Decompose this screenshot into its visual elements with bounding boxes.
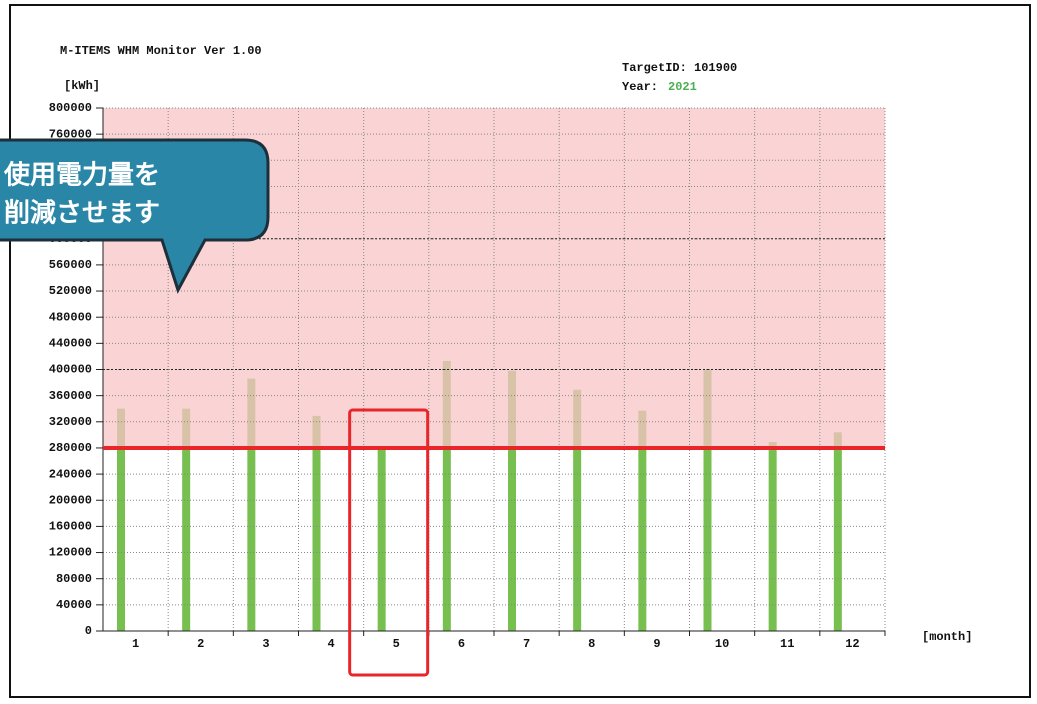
y-tick-label: 440000	[49, 337, 92, 351]
y-tick-label: 0	[85, 624, 92, 638]
year: 2021	[668, 80, 697, 94]
callout-text: 削減させます	[4, 199, 160, 229]
x-tick-label: 11	[780, 637, 794, 651]
x-tick-label: 8	[588, 637, 595, 651]
y-axis-label: [kWh]	[64, 79, 100, 93]
bar	[703, 370, 712, 631]
target-id: TargetID: 101900	[622, 61, 737, 75]
bar	[182, 408, 191, 631]
x-tick-label: 12	[845, 637, 859, 651]
bar	[442, 361, 451, 631]
x-tick-label: 6	[458, 637, 465, 651]
x-tick-label: 5	[393, 637, 400, 651]
bar	[573, 389, 582, 631]
y-tick-label: 40000	[56, 598, 92, 612]
bar	[768, 442, 777, 631]
y-tick-label: 760000	[49, 127, 92, 141]
y-tick-label: 320000	[49, 415, 92, 429]
chart-title: M-ITEMS WHM Monitor Ver 1.00	[60, 44, 262, 58]
x-tick-label: 3	[262, 637, 269, 651]
y-tick-label: 120000	[49, 546, 92, 560]
y-tick-label: 240000	[49, 467, 92, 481]
y-tick-label: 160000	[49, 520, 92, 534]
x-tick-label: 7	[523, 637, 530, 651]
year-label: Year:	[622, 80, 658, 94]
bar	[377, 449, 386, 631]
highlight-box	[348, 408, 430, 677]
y-tick-label: 480000	[49, 310, 92, 324]
bar	[508, 370, 516, 631]
bar	[117, 408, 125, 631]
callout-bubble	[0, 138, 270, 294]
y-tick-label: 800000	[49, 101, 92, 115]
x-tick-label: 1	[132, 637, 139, 651]
y-tick-label: 280000	[49, 441, 92, 455]
y-tick-label: 80000	[56, 572, 92, 586]
y-tick-label: 520000	[49, 284, 92, 298]
bar	[833, 432, 842, 631]
y-tick-label: 200000	[49, 493, 92, 507]
x-tick-label: 2	[197, 637, 204, 651]
x-tick-label: 9	[653, 637, 660, 651]
y-tick-label: 360000	[49, 389, 92, 403]
x-tick-label: 4	[327, 637, 334, 651]
y-tick-label: 400000	[49, 363, 92, 377]
bar	[247, 378, 256, 631]
bar	[312, 415, 321, 631]
x-axis-label: [month]	[922, 630, 972, 644]
y-tick-label: 560000	[49, 258, 92, 272]
callout-text: 使用電力量を	[3, 161, 160, 191]
bar	[638, 410, 647, 631]
x-tick-label: 10	[715, 637, 729, 651]
